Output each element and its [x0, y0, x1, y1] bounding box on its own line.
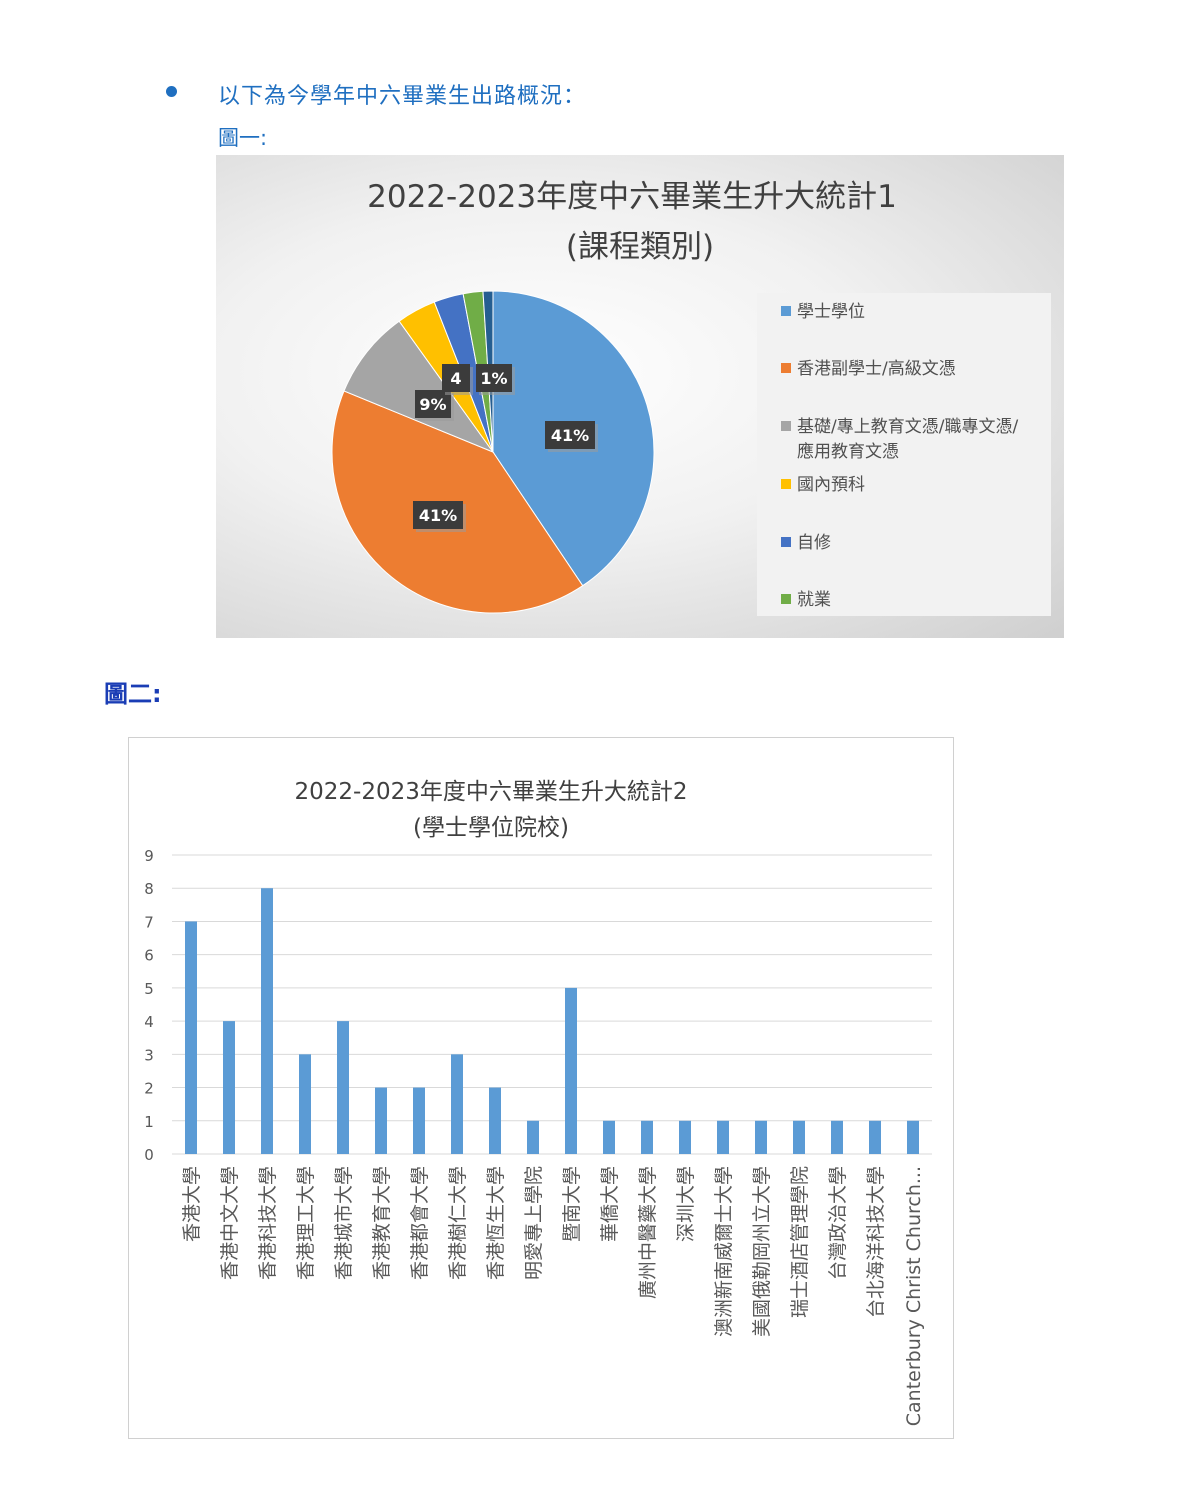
- svg-text:41%: 41%: [419, 506, 457, 525]
- x-tick-label: 香港都會大學: [409, 1166, 431, 1280]
- bar-title: 2022-2023年度中六畢業生升大統計2: [295, 779, 688, 805]
- y-tick-label: 1: [144, 1113, 154, 1131]
- legend-swatch: [781, 537, 791, 547]
- x-tick-label: 明愛專上學院: [523, 1166, 545, 1280]
- bar: [679, 1120, 691, 1154]
- bar: [413, 1087, 425, 1154]
- pie-subtitle: (課程類別): [566, 229, 714, 265]
- x-tick-label: 美國俄勒岡州立大學: [751, 1166, 773, 1337]
- x-tick-label: 香港科技大學: [257, 1166, 279, 1280]
- legend-item: 應用教育文憑: [797, 441, 899, 462]
- y-tick-label: 7: [144, 913, 154, 931]
- bar-chart: 2022-2023年度中六畢業生升大統計2 (學士學位院校) 0 1 2 3 4 5 6 7 8…: [144, 779, 932, 1426]
- x-tick-label: 瑞士酒店管理學院: [789, 1166, 811, 1318]
- bar: [375, 1087, 387, 1154]
- x-tick-label: 香港大學: [181, 1166, 203, 1242]
- bar: [451, 1054, 463, 1154]
- pie-data-label: 41%: [413, 501, 466, 532]
- pie-chart-panel: 2022-2023年度中六畢業生升大統計1 (課程類別) 41% 41% 9% 4 1%…: [216, 155, 1064, 638]
- legend-item: 學士學位: [781, 302, 865, 322]
- bar: [717, 1120, 729, 1154]
- bar-subtitle: (學士學位院校): [413, 815, 569, 841]
- svg-text:4: 4: [450, 369, 461, 388]
- pie-data-label: 1%: [476, 364, 515, 395]
- bar-chart-panel: 2022-2023年度中六畢業生升大統計2 (學士學位院校) 0 1 2 3 4 5 6 7 8…: [128, 737, 954, 1439]
- legend-item: 國內預科: [781, 475, 865, 495]
- legend-item: 基礎/專上教育文憑/職專文憑/: [781, 417, 1018, 437]
- x-tick-label: 香港恆生大學: [485, 1166, 507, 1280]
- y-tick-label: 2: [144, 1080, 154, 1098]
- bar: [223, 1021, 235, 1154]
- legend-label: 學士學位: [797, 302, 865, 322]
- x-tick-label: 深圳大學: [675, 1166, 697, 1242]
- x-tick-label: 廣州中醫藥大學: [637, 1166, 659, 1299]
- x-tick-label: 香港理工大學: [295, 1166, 317, 1280]
- pie-legend-box: [757, 293, 1051, 616]
- legend-swatch: [781, 306, 791, 316]
- legend-item: 自修: [781, 533, 831, 553]
- y-tick-label: 0: [144, 1146, 154, 1164]
- bar: [869, 1120, 881, 1154]
- legend-label: 國內預科: [797, 475, 865, 495]
- y-tick-label: 5: [144, 980, 154, 998]
- bar: [261, 888, 273, 1154]
- y-tick-label: 6: [144, 947, 154, 965]
- bar: [489, 1087, 501, 1154]
- legend-swatch: [781, 479, 791, 489]
- bullet-icon: [166, 86, 177, 97]
- x-tick-label: 香港城市大學: [333, 1166, 355, 1280]
- x-tick-label: 澳洲新南威爾士大學: [713, 1166, 735, 1337]
- bar: [299, 1054, 311, 1154]
- bar: [831, 1120, 843, 1154]
- figure1-label: 圖一:: [218, 126, 268, 150]
- intro-text: 以下為今學年中六畢業生出路概況：: [218, 84, 587, 109]
- bar: [527, 1120, 539, 1154]
- y-tick-label: 8: [144, 880, 154, 898]
- x-tick-label: 香港樹仁大學: [447, 1166, 469, 1280]
- legend-label: 基礎/專上教育文憑/職專文憑/: [797, 417, 1018, 437]
- legend-swatch: [781, 363, 791, 373]
- legend-label: 香港副學士/高級文憑: [797, 359, 956, 379]
- x-tick-label: 暨南大學: [561, 1166, 583, 1242]
- bar: [907, 1120, 919, 1154]
- pie-slice: [343, 320, 495, 454]
- bar: [793, 1120, 805, 1154]
- bar: [337, 1021, 349, 1154]
- x-tick-label: Canterbury Christ Church...: [903, 1166, 925, 1426]
- legend-swatch: [781, 421, 791, 431]
- bar: [185, 921, 197, 1154]
- bar: [565, 987, 577, 1154]
- pie-data-label: 4: [442, 364, 473, 395]
- x-tick-label: 台北海洋科技大學: [865, 1166, 887, 1318]
- pie-legend: 學士學位香港副學士/高級文憑基礎/專上教育文憑/職專文憑/應用教育文憑國內預科自…: [781, 302, 1018, 610]
- svg-text:9%: 9%: [419, 395, 446, 414]
- pie-chart: 2022-2023年度中六畢業生升大統計1 (課程類別) 41%41%9%4 1%…: [331, 179, 1051, 616]
- x-tick-label: 華僑大學: [599, 1166, 621, 1242]
- x-tick-label: 台灣政治大學: [827, 1166, 849, 1280]
- figure2-label: 圖二:: [104, 680, 162, 708]
- y-tick-label: 3: [144, 1046, 154, 1064]
- legend-label: 應用教育文憑: [797, 441, 899, 462]
- x-tick-label: 香港中文大學: [219, 1166, 241, 1280]
- y-tick-label: 4: [144, 1013, 154, 1031]
- legend-label: 就業: [797, 590, 831, 610]
- svg-text:41%: 41%: [551, 426, 589, 445]
- legend-item: 香港副學士/高級文憑: [781, 359, 956, 379]
- y-tick-label: 9: [144, 847, 154, 865]
- x-tick-label: 香港教育大學: [371, 1166, 393, 1280]
- bar: [755, 1120, 767, 1154]
- legend-label: 自修: [797, 533, 831, 553]
- bar: [641, 1120, 653, 1154]
- legend-item: 就業: [781, 590, 831, 610]
- bar: [603, 1120, 615, 1154]
- svg-text:1%: 1%: [480, 369, 507, 388]
- pie-title: 2022-2023年度中六畢業生升大統計1: [367, 179, 897, 215]
- legend-swatch: [781, 594, 791, 604]
- pie-data-label: 41%: [545, 421, 598, 452]
